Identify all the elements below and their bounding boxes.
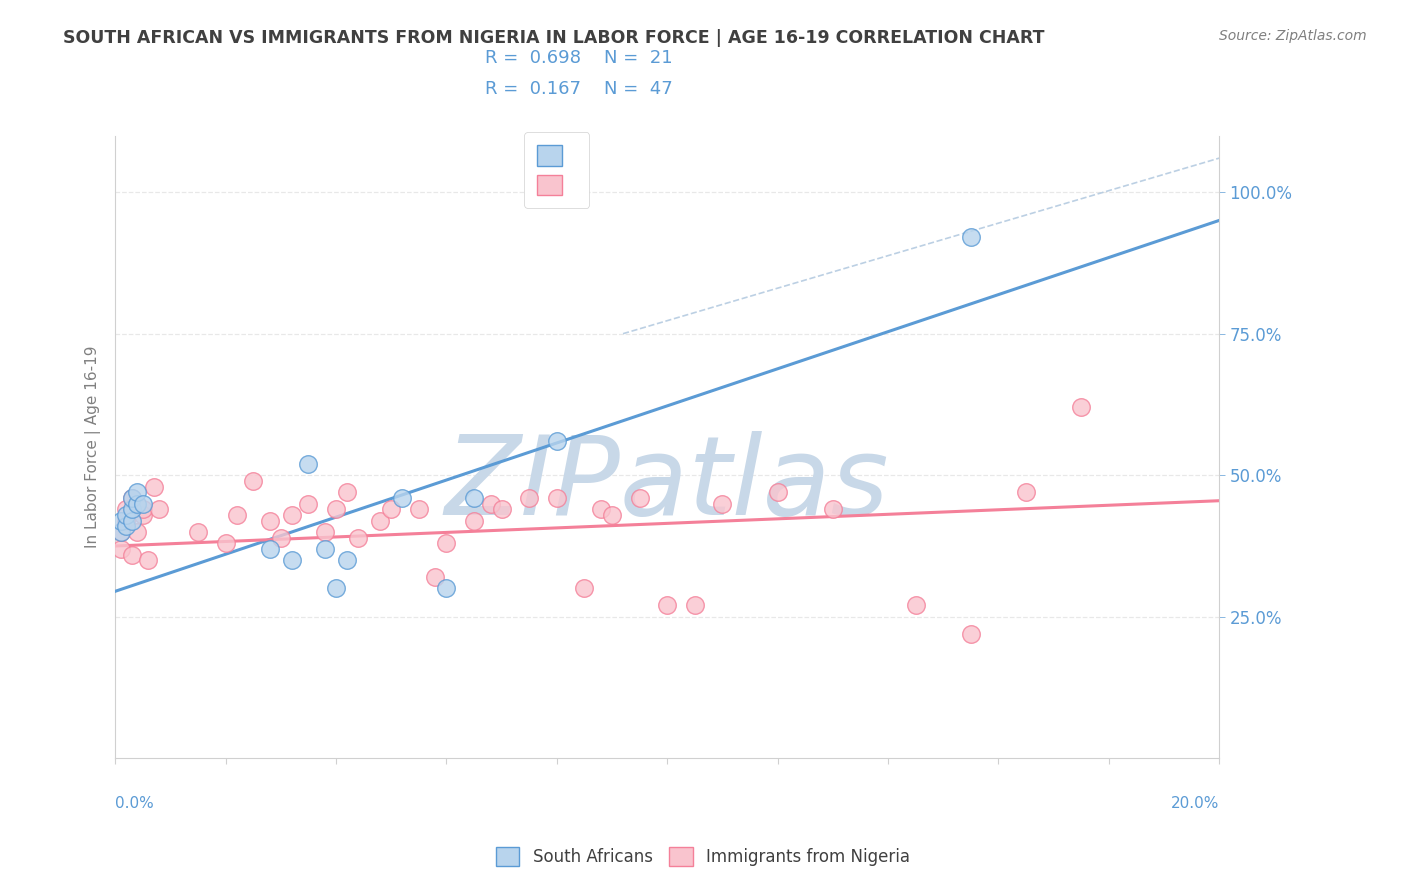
- Point: [115, 514, 138, 528]
- Point: [479, 497, 502, 511]
- Point: [766, 485, 789, 500]
- Point: [110, 524, 132, 539]
- Point: [463, 514, 485, 528]
- Point: [628, 491, 651, 505]
- Point: [214, 536, 236, 550]
- Text: Source: ZipAtlas.com: Source: ZipAtlas.com: [1219, 29, 1367, 43]
- Point: [491, 502, 513, 516]
- Point: [121, 548, 143, 562]
- Point: [110, 514, 132, 528]
- Text: 0.0%: 0.0%: [115, 796, 153, 811]
- Point: [281, 508, 304, 522]
- Text: 20.0%: 20.0%: [1171, 796, 1219, 811]
- Y-axis label: In Labor Force | Age 16-19: In Labor Force | Age 16-19: [86, 346, 101, 549]
- Point: [148, 502, 170, 516]
- Point: [115, 508, 138, 522]
- Point: [132, 497, 155, 511]
- Point: [546, 434, 568, 449]
- Point: [425, 570, 447, 584]
- Point: [574, 582, 596, 596]
- Point: [380, 502, 402, 516]
- Point: [336, 553, 359, 567]
- Text: ZIPatlas: ZIPatlas: [444, 431, 890, 538]
- Point: [110, 524, 132, 539]
- Point: [127, 524, 149, 539]
- Point: [136, 553, 159, 567]
- Point: [959, 627, 981, 641]
- Point: [463, 491, 485, 505]
- Point: [121, 491, 143, 505]
- Point: [132, 508, 155, 522]
- Point: [270, 531, 292, 545]
- Point: [589, 502, 612, 516]
- Point: [115, 502, 138, 516]
- Point: [187, 524, 209, 539]
- Point: [408, 502, 430, 516]
- Point: [115, 519, 138, 533]
- Point: [225, 508, 247, 522]
- Point: [683, 599, 706, 613]
- Point: [959, 230, 981, 244]
- Point: [325, 582, 347, 596]
- Point: [259, 541, 281, 556]
- Point: [1015, 485, 1038, 500]
- Text: R =  0.167    N =  47: R = 0.167 N = 47: [485, 80, 673, 98]
- Point: [297, 457, 319, 471]
- Point: [314, 541, 336, 556]
- Point: [546, 491, 568, 505]
- Point: [242, 474, 264, 488]
- Point: [657, 599, 679, 613]
- Point: [368, 514, 391, 528]
- Point: [281, 553, 304, 567]
- Point: [434, 582, 457, 596]
- Point: [314, 524, 336, 539]
- Point: [517, 491, 540, 505]
- Point: [434, 536, 457, 550]
- Point: [1070, 401, 1092, 415]
- Point: [142, 479, 165, 493]
- Point: [121, 491, 143, 505]
- Point: [904, 599, 927, 613]
- Point: [347, 531, 370, 545]
- Point: [297, 497, 319, 511]
- Text: R =  0.698    N =  21: R = 0.698 N = 21: [485, 49, 672, 67]
- Point: [132, 502, 155, 516]
- Point: [711, 497, 734, 511]
- Point: [821, 502, 844, 516]
- Point: [127, 485, 149, 500]
- Point: [121, 514, 143, 528]
- Legend: South Africans, Immigrants from Nigeria: South Africans, Immigrants from Nigeria: [488, 838, 918, 875]
- Point: [391, 491, 413, 505]
- Point: [325, 502, 347, 516]
- Point: [121, 502, 143, 516]
- Point: [110, 541, 132, 556]
- Point: [259, 514, 281, 528]
- Legend:  ,  : ,: [524, 132, 589, 208]
- Text: SOUTH AFRICAN VS IMMIGRANTS FROM NIGERIA IN LABOR FORCE | AGE 16-19 CORRELATION : SOUTH AFRICAN VS IMMIGRANTS FROM NIGERIA…: [63, 29, 1045, 46]
- Point: [127, 497, 149, 511]
- Point: [336, 485, 359, 500]
- Point: [600, 508, 623, 522]
